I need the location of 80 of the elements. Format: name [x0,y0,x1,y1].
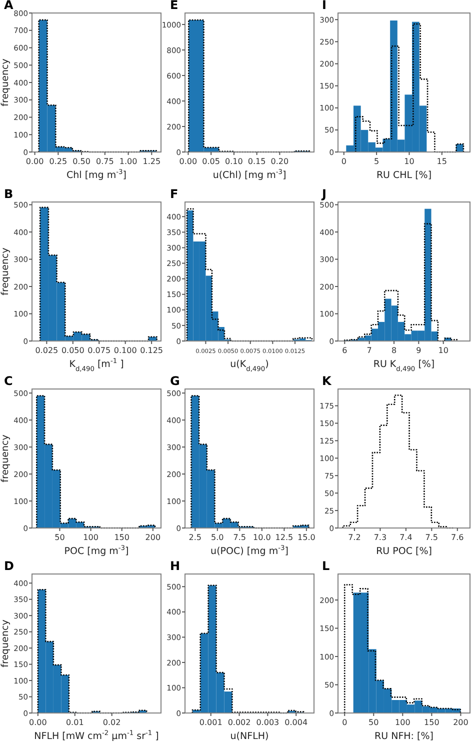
x-axis-title: RU POC [%] [376,546,432,557]
chart-title: G [170,374,180,388]
x-axis-title: RU NFH: [%] [374,731,434,742]
x-tick-label: 0.004 [284,718,308,727]
x-tick-label: 0.50 [72,157,90,166]
x-tick-label: 100 [83,533,98,542]
x-tick-label: 7.6 [451,533,464,542]
x-axis-title: u(Chl) [mg m$^{-3}$] [212,168,286,181]
x-tick-label: 7 [366,346,372,355]
x-tick-label: 50 [54,533,65,542]
x-tick-label: 50 [368,718,379,727]
chart-title: H [170,559,180,573]
x-tick-label: 1.25 [142,157,161,166]
x-tick-label: 0.01 [66,718,84,727]
x-tick-label: 0.003 [256,718,280,727]
x-tick-label: 7.3 [374,533,387,542]
y-axis-title: frequency [0,58,11,106]
x-tick-label: 0.100 [114,346,137,355]
x-axis-title: Chl [mg m$^{-3}$] [66,168,126,181]
x-tick-label: 15 [436,157,447,166]
x-tick-label: 0.15 [248,157,266,166]
x-tick-label: 0.025 [35,346,58,355]
x-tick-label: 0.001 [199,718,222,727]
x-axis-title: u(NFLH) [230,731,269,742]
chart-title: F [170,187,178,201]
x-tick-label: 0.00 [26,157,44,166]
x-tick-label: 0.00 [179,157,198,166]
x-axis-title: RU K$_{d,490}$ [%] [373,359,435,373]
x-tick-label: 12.5 [275,533,294,542]
x-tick-label: 0.20 [270,157,289,166]
chart-title: B [4,187,14,201]
x-tick-label: 10.0 [253,533,271,542]
x-tick-label: 0.10 [225,157,243,166]
x-tick-label: 150 [424,718,440,727]
x-tick-label: 150 [114,533,130,542]
x-axis-title: POC [mg m$^{-3}$] [64,544,129,557]
x-tick-label: 8 [391,346,397,355]
x-tick-label: 0 [341,157,346,166]
x-tick-label: 200 [453,718,468,727]
y-axis-title: frequency [0,247,11,296]
x-tick-label: 7.5 [233,533,246,542]
x-tick-label: 0.075 [88,346,111,355]
chart-title: I [322,0,326,12]
y-axis-title: frequency [0,619,11,668]
chart-title: E [170,0,178,12]
x-tick-label: 10 [404,157,414,166]
x-tick-label: 0.00 [29,718,47,727]
x-tick-label: 5 [374,157,380,166]
x-tick-label: 7.5 [425,533,438,542]
x-axis-title: K$_{d,490}$ [m$^{-1}$ ] [69,357,124,373]
chart-title: D [4,559,14,573]
chart-title: J [321,187,326,201]
chart-title: K [322,374,332,388]
x-tick-label: 6 [342,346,348,355]
x-tick-label: 0.050 [61,346,84,355]
x-tick-label: 100 [395,718,410,727]
x-tick-label: 2.5 [188,533,202,542]
chart-title: C [4,374,13,388]
x-tick-label: 1.00 [119,157,138,166]
x-tick-label: 200 [145,533,161,542]
x-tick-label: 0.002 [228,718,251,727]
chart-title: L [322,559,330,573]
x-tick-label: 15.0 [298,533,316,542]
x-tick-label: 5.0 [211,533,224,542]
x-tick-label: 7.4 [400,533,412,542]
x-axis-title: NFLH [mW cm$^{-2}$ μm$^{-1}$ sr$^{-1}$ ] [34,729,159,742]
x-tick-label: 0 [342,718,348,727]
chart-title: A [4,0,14,12]
x-tick-label: 0.05 [202,157,220,166]
x-tick-label: 0.125 [140,346,164,355]
x-axis-title: u(K$_{d,490}$) [230,359,269,373]
x-axis-title: u(POC) [mg m$^{-3}$] [210,544,288,557]
x-tick-label: 7.2 [348,533,361,542]
y-axis-title: frequency [0,434,11,482]
x-tick-label: 0.25 [49,157,68,166]
x-tick-label: 0.75 [96,157,114,166]
x-tick-label: 9 [416,346,422,355]
x-tick-label: 0.02 [102,718,121,727]
x-axis-title: RU CHL [%] [376,170,432,181]
x-tick-label: 10 [438,346,448,355]
